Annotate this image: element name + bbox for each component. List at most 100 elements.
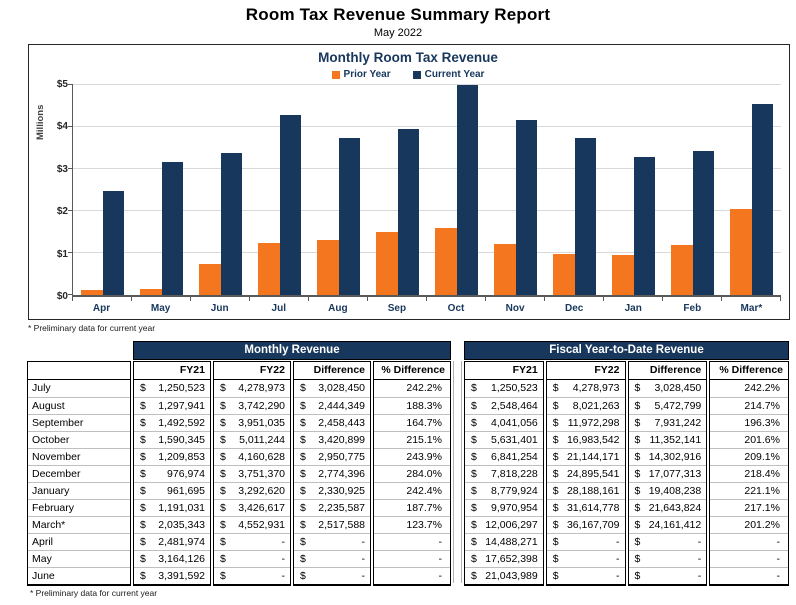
column-fy21: FY21 $1,250,523 $1,297,941 $1,492,592 $1,590… (133, 361, 211, 586)
pct-cell: 215.1% (374, 431, 450, 448)
dollar-sign: $ (140, 570, 146, 582)
x-tick-mark (309, 297, 368, 301)
current-year-bar (338, 137, 360, 295)
money-cell: $3,028,450 (294, 380, 370, 397)
chart-legend: Prior Year Current Year (35, 67, 781, 82)
money-cell: $ - (628, 550, 707, 567)
monthly-revenue-table: Monthly Revenue July August September Octob… (27, 341, 451, 586)
dollar-sign: $ (300, 519, 306, 531)
x-tick-mark (545, 297, 604, 301)
amount: 16,983,542 (566, 434, 620, 446)
dollar-sign: $ (471, 536, 477, 548)
amount: 961,695 (167, 485, 205, 497)
plot-area (68, 84, 781, 297)
current-year-bar (456, 84, 478, 295)
dollar-sign: $ (220, 451, 226, 463)
x-tick-mark (191, 297, 250, 301)
dollar-sign: $ (634, 553, 641, 565)
dollar-sign: $ (552, 570, 559, 582)
money-cell: $ - (214, 533, 290, 550)
row-label: October (28, 431, 130, 448)
dollar-sign: $ (471, 570, 477, 582)
money-cell: $2,330,925 (294, 482, 370, 499)
dollar-sign: $ (220, 434, 226, 446)
dollar-sign: $ (634, 485, 641, 497)
money-cell: $2,774,396 (294, 465, 370, 482)
dollar-sign: $ (634, 434, 641, 446)
amount: 3,028,450 (654, 382, 702, 394)
bar-group-jan (604, 85, 663, 295)
amount: 3,292,620 (238, 485, 285, 497)
amount: 3,164,126 (158, 553, 205, 565)
amount: 3,028,450 (318, 382, 365, 394)
dollar-sign: $ (552, 536, 559, 548)
current-year-bar (574, 137, 596, 295)
money-cell: $5,472,799 (628, 397, 707, 414)
dollar-sign: $ (552, 468, 559, 480)
dollar-sign: $ (140, 536, 146, 548)
column-diff: Difference $3,028,450 $5,472,799 $7,931,242… (627, 361, 708, 586)
dollar-sign: $ (634, 382, 641, 394)
amount: 21,144,171 (566, 451, 620, 463)
amount: 4,278,973 (572, 382, 620, 394)
amount: - (697, 570, 702, 582)
money-cell: $14,302,916 (628, 448, 707, 465)
dollar-sign: $ (634, 451, 641, 463)
money-cell: $17,077,313 (628, 465, 707, 482)
chart-footnote: * Preliminary data for current year (28, 323, 156, 333)
money-cell: $976,974 (134, 465, 210, 482)
amount: 3,751,370 (238, 468, 285, 480)
prior-year-bar (81, 289, 103, 295)
money-cell: $3,426,617 (214, 499, 290, 516)
row-label: May (28, 550, 130, 567)
table-footnote: * Preliminary data for current year (30, 588, 158, 598)
x-axis-label: Sep (387, 303, 407, 314)
money-cell: $2,517,588 (294, 516, 370, 533)
money-cell: $21,643,824 (628, 499, 707, 516)
dollar-sign: $ (300, 382, 306, 394)
dollar-sign: $ (220, 400, 226, 412)
column-header: % Difference (710, 362, 788, 380)
pct-cell: 201.2% (710, 516, 788, 533)
pct-cell: - (374, 550, 450, 567)
amount: 14,302,916 (648, 451, 702, 463)
bar-group-jul (250, 85, 309, 295)
dollar-sign: $ (220, 570, 226, 582)
banner-spacer (27, 341, 133, 360)
column-fy22: FY22 $4,278,973 $8,021,263 $11,972,298 $16,9… (545, 361, 626, 586)
x-tick-mark (663, 297, 722, 301)
dollar-sign: $ (471, 468, 477, 480)
dollar-sign: $ (220, 536, 226, 548)
row-label: March* (28, 516, 130, 533)
money-cell: $ - (628, 533, 707, 550)
row-label: July (32, 382, 51, 394)
amount: - (281, 536, 286, 548)
dollar-sign: $ (300, 468, 306, 480)
pct-cell: 196.3% (710, 414, 788, 431)
money-cell: $31,614,778 (546, 499, 625, 516)
money-cell: $11,352,141 (628, 431, 707, 448)
pct-cell: 242.2% (406, 382, 442, 394)
bar-group-feb (663, 85, 722, 295)
money-cell: $3,292,620 (214, 482, 290, 499)
dollar-sign: $ (471, 451, 477, 463)
money-cell: $3,420,899 (294, 431, 370, 448)
row-label: April (28, 533, 130, 550)
prior-year-bar (199, 264, 221, 295)
bar-group-sep (368, 85, 427, 295)
column-header: Difference (294, 362, 370, 380)
amount: 2,035,343 (158, 519, 205, 531)
amount: - (281, 553, 286, 565)
dollar-sign: $ (471, 485, 477, 497)
dollar-sign: $ (220, 502, 226, 514)
row-label: August (28, 397, 130, 414)
current-year-bar (633, 156, 655, 295)
dollar-sign: $ (634, 536, 641, 548)
x-axis-label: May (150, 303, 171, 314)
pct-cell: 214.7% (710, 397, 788, 414)
dollar-sign: $ (552, 451, 559, 463)
pct-cell: 201.6% (710, 431, 788, 448)
money-cell: $14,488,271 (465, 533, 543, 550)
amount: 2,458,443 (318, 417, 365, 429)
